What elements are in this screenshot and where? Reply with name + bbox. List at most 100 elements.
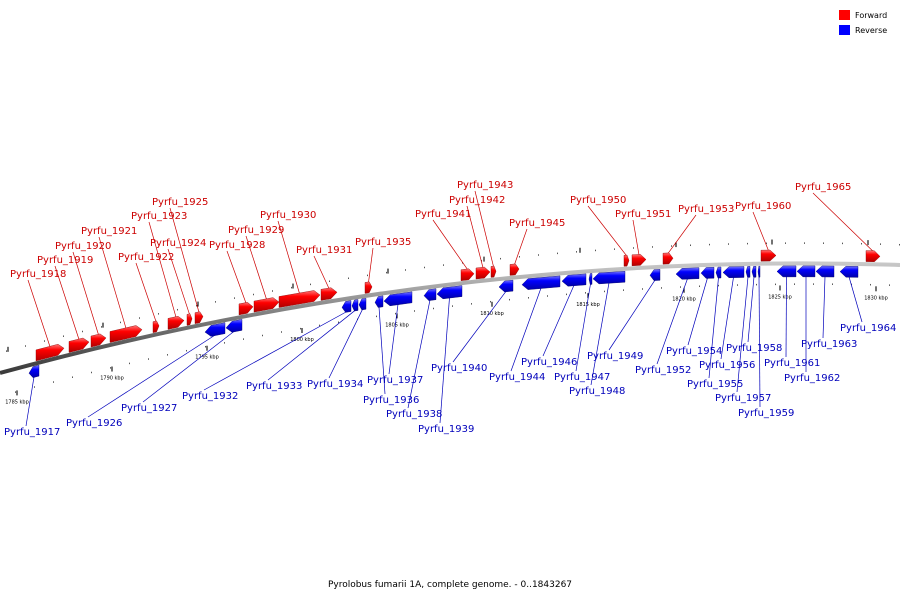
gene-pyrfu-1957-label[interactable]: Pyrfu_1957 <box>715 393 771 404</box>
gene-pyrfu-1924-label[interactable]: Pyrfu_1924 <box>150 238 206 249</box>
gene-pyrfu-1930-arrow[interactable] <box>278 290 321 308</box>
gene-pyrfu-1932-label[interactable]: Pyrfu_1932 <box>182 391 238 402</box>
gene-pyrfu-1931-arrow[interactable] <box>320 287 338 301</box>
gene-pyrfu-1921-arrow[interactable] <box>109 325 143 343</box>
gene-pyrfu-1929-label[interactable]: Pyrfu_1929 <box>228 225 284 236</box>
gene-pyrfu-1945-arrow[interactable] <box>509 263 520 276</box>
gene-pyrfu-1965-label[interactable]: Pyrfu_1965 <box>795 182 851 193</box>
gene-pyrfu-1928-label[interactable]: Pyrfu_1928 <box>209 240 265 251</box>
gene-pyrfu-1950-label[interactable]: Pyrfu_1950 <box>570 195 626 206</box>
gene-pyrfu-1917-label[interactable]: Pyrfu_1917 <box>4 427 60 438</box>
gene-pyrfu-1959-label[interactable]: Pyrfu_1959 <box>738 408 794 419</box>
gene-pyrfu-1935-label[interactable]: Pyrfu_1935 <box>355 237 411 248</box>
gene-pyrfu-1923-arrow[interactable] <box>167 316 185 330</box>
gene-pyrfu-1928-arrow[interactable] <box>238 302 254 316</box>
gene-pyrfu-1956-arrow[interactable] <box>722 266 745 278</box>
gene-pyrfu-1961-label[interactable]: Pyrfu_1961 <box>764 358 820 369</box>
gene-pyrfu-1918-arrow[interactable] <box>35 344 65 362</box>
gene-pyrfu-1962-label[interactable]: Pyrfu_1962 <box>784 373 840 384</box>
gene-pyrfu-1959-arrow[interactable] <box>757 265 761 278</box>
gene-pyrfu-1946-arrow[interactable] <box>561 273 587 287</box>
gene-pyrfu-1949-arrow[interactable] <box>649 269 661 281</box>
gene-pyrfu-1945-label[interactable]: Pyrfu_1945 <box>509 218 565 229</box>
gene-pyrfu-1923-label[interactable]: Pyrfu_1923 <box>131 211 187 222</box>
gene-pyrfu-1930-label[interactable]: Pyrfu_1930 <box>260 210 316 221</box>
gene-pyrfu-1955-arrow[interactable] <box>715 266 722 279</box>
gene-pyrfu-1964-label[interactable]: Pyrfu_1964 <box>840 323 896 334</box>
gene-pyrfu-1935-arrow[interactable] <box>364 281 373 294</box>
gene-pyrfu-1939-label[interactable]: Pyrfu_1939 <box>418 424 474 435</box>
gene-pyrfu-1953-arrow[interactable] <box>662 252 674 265</box>
gene-pyrfu-1962-arrow[interactable] <box>796 265 816 278</box>
gene-pyrfu-1921-label[interactable]: Pyrfu_1921 <box>81 226 137 237</box>
gene-pyrfu-1937-arrow[interactable] <box>383 291 413 307</box>
gene-pyrfu-1943-label[interactable]: Pyrfu_1943 <box>457 180 513 191</box>
gene-pyrfu-1929-arrow[interactable] <box>253 297 280 313</box>
gene-pyrfu-1963-label[interactable]: Pyrfu_1963 <box>801 339 857 350</box>
gene-pyrfu-1925-label[interactable]: Pyrfu_1925 <box>152 197 208 208</box>
gene-pyrfu-1918-label[interactable]: Pyrfu_1918 <box>10 269 66 280</box>
track-dot <box>642 288 643 290</box>
gene-pyrfu-1925-arrow[interactable] <box>194 311 204 324</box>
gene-pyrfu-1939-arrow[interactable] <box>436 285 463 300</box>
gene-pyrfu-1934-arrow[interactable] <box>358 298 367 311</box>
gene-pyrfu-1958-arrow[interactable] <box>751 266 757 278</box>
gene-pyrfu-1965-arrow[interactable] <box>865 250 881 262</box>
gene-pyrfu-1940-label[interactable]: Pyrfu_1940 <box>431 363 487 374</box>
gene-pyrfu-1932-arrow[interactable] <box>341 300 352 313</box>
gene-pyrfu-1947-label[interactable]: Pyrfu_1947 <box>554 372 610 383</box>
gene-pyrfu-1941-label[interactable]: Pyrfu_1941 <box>415 209 471 220</box>
gene-pyrfu-1955-label[interactable]: Pyrfu_1955 <box>687 379 743 390</box>
gene-pyrfu-1942-arrow[interactable] <box>475 266 491 280</box>
gene-pyrfu-1960-label[interactable]: Pyrfu_1960 <box>735 201 791 212</box>
gene-pyrfu-1961-arrow[interactable] <box>776 265 797 278</box>
gene-pyrfu-1926-label[interactable]: Pyrfu_1926 <box>66 418 122 429</box>
gene-pyrfu-1937-label[interactable]: Pyrfu_1937 <box>367 375 423 386</box>
gene-pyrfu-1927-arrow[interactable] <box>225 319 243 333</box>
gene-pyrfu-1951-arrow[interactable] <box>631 254 647 267</box>
gene-pyrfu-1944-arrow[interactable] <box>521 275 561 290</box>
gene-pyrfu-1936-label[interactable]: Pyrfu_1936 <box>363 395 419 406</box>
gene-pyrfu-1950-arrow[interactable] <box>623 254 630 267</box>
gene-pyrfu-1942-label[interactable]: Pyrfu_1942 <box>449 195 505 206</box>
gene-pyrfu-1951-label[interactable]: Pyrfu_1951 <box>615 209 671 220</box>
gene-pyrfu-1920-arrow[interactable] <box>90 333 107 348</box>
gene-pyrfu-1917-arrow[interactable] <box>28 364 40 378</box>
gene-pyrfu-1924-arrow[interactable] <box>186 313 193 326</box>
gene-pyrfu-1919-arrow[interactable] <box>68 337 90 353</box>
gene-pyrfu-1948-label[interactable]: Pyrfu_1948 <box>569 386 625 397</box>
gene-pyrfu-1963-arrow[interactable] <box>815 265 835 278</box>
gene-pyrfu-1958-label[interactable]: Pyrfu_1958 <box>726 343 782 354</box>
gene-pyrfu-1927-label[interactable]: Pyrfu_1927 <box>121 403 177 414</box>
gene-pyrfu-1940-arrow[interactable] <box>498 279 514 293</box>
gene-pyrfu-1954-label[interactable]: Pyrfu_1954 <box>666 346 722 357</box>
gene-pyrfu-1952-label[interactable]: Pyrfu_1952 <box>635 365 691 376</box>
gene-pyrfu-1922-label[interactable]: Pyrfu_1922 <box>118 252 174 263</box>
gene-pyrfu-1933-arrow[interactable] <box>351 299 359 312</box>
gene-pyrfu-1948-arrow[interactable] <box>592 271 626 285</box>
gene-pyrfu-1934-label[interactable]: Pyrfu_1934 <box>307 379 363 390</box>
gene-pyrfu-1964-arrow[interactable] <box>839 265 859 278</box>
gene-pyrfu-1946-label[interactable]: Pyrfu_1946 <box>521 357 577 368</box>
gene-pyrfu-1957-arrow[interactable] <box>745 266 751 278</box>
gene-pyrfu-1952-arrow[interactable] <box>675 267 700 280</box>
gene-pyrfu-1936-arrow[interactable] <box>374 295 384 308</box>
gene-pyrfu-1947-arrow[interactable] <box>588 273 593 285</box>
gene-pyrfu-1960-arrow[interactable] <box>760 249 777 262</box>
track-dot <box>595 249 596 252</box>
gene-pyrfu-1943-arrow[interactable] <box>490 265 497 278</box>
gene-pyrfu-1941-arrow[interactable] <box>460 268 475 281</box>
gene-pyrfu-1922-arrow[interactable] <box>152 320 160 333</box>
gene-pyrfu-1926-arrow[interactable] <box>204 322 226 337</box>
gene-pyrfu-1920-label[interactable]: Pyrfu_1920 <box>55 241 111 252</box>
gene-pyrfu-1931-label[interactable]: Pyrfu_1931 <box>296 245 352 256</box>
gene-pyrfu-1944-label[interactable]: Pyrfu_1944 <box>489 372 545 383</box>
gene-pyrfu-1954-arrow[interactable] <box>700 266 715 279</box>
gene-pyrfu-1919-label[interactable]: Pyrfu_1919 <box>37 255 93 266</box>
gene-pyrfu-1956-label[interactable]: Pyrfu_1956 <box>699 360 755 371</box>
gene-pyrfu-1938-arrow[interactable] <box>423 288 437 301</box>
gene-pyrfu-1949-label[interactable]: Pyrfu_1949 <box>587 351 643 362</box>
gene-pyrfu-1938-label[interactable]: Pyrfu_1938 <box>386 409 442 420</box>
gene-pyrfu-1933-label[interactable]: Pyrfu_1933 <box>246 381 302 392</box>
gene-pyrfu-1953-label[interactable]: Pyrfu_1953 <box>678 204 734 215</box>
